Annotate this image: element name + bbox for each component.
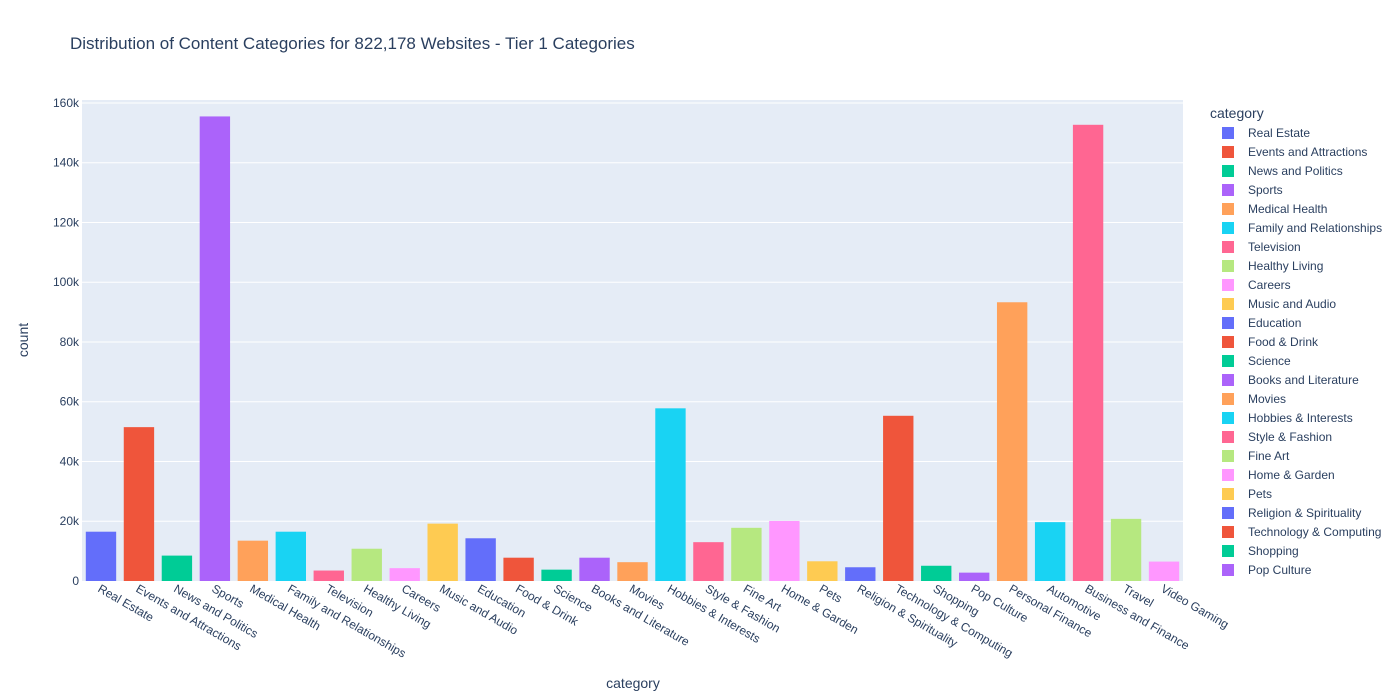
bar[interactable]: [161, 555, 193, 581]
legend-entry[interactable]: Music and Audio: [1248, 297, 1336, 311]
legend-entry[interactable]: Hobbies & Interests: [1248, 411, 1353, 425]
legend-swatch[interactable]: [1222, 279, 1234, 291]
legend-entry[interactable]: News and Politics: [1248, 164, 1343, 178]
legend-entry[interactable]: Food & Drink: [1248, 335, 1319, 349]
legend: category Real Estate Events and Attractio…: [1210, 105, 1382, 577]
bar[interactable]: [275, 531, 306, 581]
legend-entry[interactable]: Sports: [1248, 183, 1283, 197]
y-tick-label: 80k: [60, 335, 80, 349]
legend-entry[interactable]: Home & Garden: [1248, 468, 1335, 482]
y-axis-ticks: 0 20k 40k 60k 80k 100k 120k 140k 160k: [53, 96, 80, 588]
legend-entry[interactable]: Real Estate: [1248, 126, 1310, 140]
legend-swatch[interactable]: [1222, 317, 1234, 329]
bar[interactable]: [465, 538, 496, 581]
legend-title: category: [1210, 105, 1264, 121]
bar[interactable]: [1072, 124, 1104, 581]
legend-swatch[interactable]: [1222, 165, 1234, 177]
legend-swatch[interactable]: [1222, 241, 1234, 253]
y-tick-label: 20k: [60, 514, 80, 528]
bar[interactable]: [351, 548, 382, 581]
y-tick-label: 120k: [53, 215, 80, 229]
legend-swatch[interactable]: [1222, 450, 1234, 462]
y-axis-title: count: [15, 323, 31, 357]
x-axis-title: category: [606, 675, 660, 691]
legend-entry[interactable]: Pets: [1248, 487, 1272, 501]
legend-entry[interactable]: Religion & Spirituality: [1248, 506, 1361, 520]
legend-swatch[interactable]: [1222, 127, 1234, 139]
bar[interactable]: [427, 523, 458, 581]
y-tick-label: 0: [72, 574, 79, 588]
legend-swatch[interactable]: [1222, 412, 1234, 424]
legend-swatch[interactable]: [1222, 203, 1234, 215]
legend-swatch[interactable]: [1222, 526, 1234, 538]
bar[interactable]: [237, 540, 269, 581]
legend-entry[interactable]: Movies: [1248, 392, 1286, 406]
chart-title: Distribution of Content Categories for 8…: [70, 34, 635, 53]
legend-swatch[interactable]: [1222, 488, 1234, 500]
bar[interactable]: [541, 569, 572, 581]
bar[interactable]: [123, 427, 155, 581]
legend-swatch[interactable]: [1222, 374, 1234, 386]
legend-swatch[interactable]: [1222, 545, 1234, 557]
legend-entry[interactable]: Style & Fashion: [1248, 430, 1332, 444]
legend-entry[interactable]: Television: [1248, 240, 1301, 254]
y-tick-label: 140k: [53, 156, 80, 170]
bar[interactable]: [503, 557, 534, 581]
legend-entry[interactable]: Shopping: [1248, 544, 1299, 558]
bar[interactable]: [693, 542, 724, 581]
legend-swatch[interactable]: [1222, 298, 1234, 310]
legend-swatch[interactable]: [1222, 184, 1234, 196]
legend-entry[interactable]: Family and Relationships: [1248, 221, 1382, 235]
bar[interactable]: [996, 302, 1028, 581]
legend-swatch[interactable]: [1222, 469, 1234, 481]
y-tick-label: 40k: [60, 454, 80, 468]
bar[interactable]: [769, 520, 800, 581]
bar[interactable]: [579, 557, 610, 581]
bar[interactable]: [1110, 518, 1142, 581]
legend-swatch[interactable]: [1222, 507, 1234, 519]
bars: [85, 116, 1180, 582]
bar[interactable]: [655, 408, 686, 581]
legend-entry[interactable]: Events and Attractions: [1248, 145, 1367, 159]
bar[interactable]: [1034, 522, 1066, 581]
legend-entry[interactable]: Pop Culture: [1248, 563, 1312, 577]
bar[interactable]: [921, 565, 952, 581]
bar[interactable]: [731, 527, 762, 581]
y-tick-label: 100k: [53, 275, 80, 289]
legend-entry[interactable]: Education: [1248, 316, 1301, 330]
bar[interactable]: [199, 116, 231, 582]
bar[interactable]: [617, 562, 648, 581]
legend-swatch[interactable]: [1222, 355, 1234, 367]
legend-swatch[interactable]: [1222, 393, 1234, 405]
legend-entry[interactable]: Healthy Living: [1248, 259, 1323, 273]
bar[interactable]: [85, 531, 117, 581]
bar[interactable]: [1148, 561, 1180, 581]
legend-swatch[interactable]: [1222, 260, 1234, 272]
x-tick-label: Video Gaming: [1159, 581, 1232, 631]
bar[interactable]: [389, 568, 420, 581]
legend-entry[interactable]: Books and Literature: [1248, 373, 1359, 387]
legend-entry[interactable]: Fine Art: [1248, 449, 1290, 463]
bar[interactable]: [313, 570, 344, 581]
bar[interactable]: [959, 572, 990, 581]
legend-swatch[interactable]: [1222, 146, 1234, 158]
legend-entry[interactable]: Medical Health: [1248, 202, 1327, 216]
legend-swatch[interactable]: [1222, 222, 1234, 234]
legend-entry[interactable]: Careers: [1248, 278, 1291, 292]
legend-entry[interactable]: Technology & Computing: [1248, 525, 1381, 539]
y-tick-label: 160k: [53, 96, 80, 110]
bar[interactable]: [845, 567, 876, 581]
y-tick-label: 60k: [60, 395, 80, 409]
legend-entry[interactable]: Science: [1248, 354, 1291, 368]
bar[interactable]: [883, 415, 914, 581]
legend-swatch[interactable]: [1222, 336, 1234, 348]
legend-swatch[interactable]: [1222, 564, 1234, 576]
bar[interactable]: [807, 561, 838, 581]
legend-swatch[interactable]: [1222, 431, 1234, 443]
